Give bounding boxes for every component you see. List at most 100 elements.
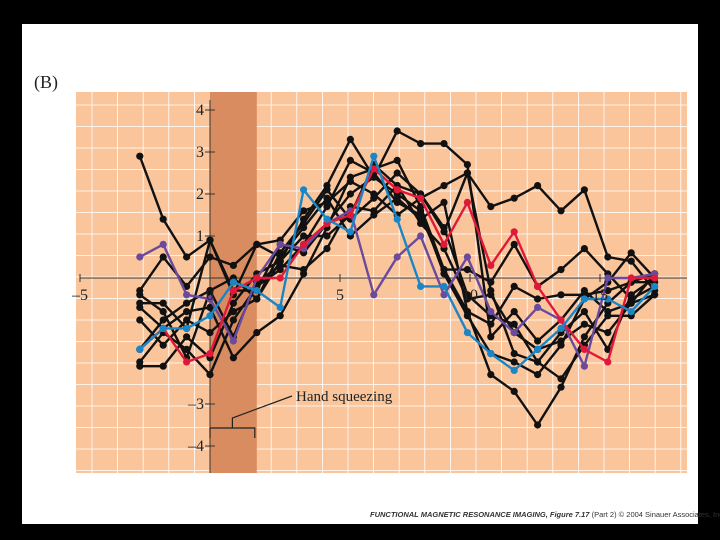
data-point [557, 337, 565, 345]
data-point [534, 345, 542, 353]
data-point [276, 253, 284, 261]
data-point [159, 299, 167, 307]
data-point [440, 140, 448, 148]
data-point [370, 211, 378, 219]
data-point [229, 287, 237, 295]
credit-book: FUNCTIONAL MAGNETIC RESONANCE IMAGING, [370, 510, 548, 519]
data-point [557, 375, 565, 383]
data-point [534, 282, 542, 290]
data-point [183, 324, 191, 332]
figure-credit: FUNCTIONAL MAGNETIC RESONANCE IMAGING, F… [370, 510, 720, 519]
data-point [229, 337, 237, 345]
data-point [463, 253, 471, 261]
data-point [206, 350, 214, 358]
data-point [183, 299, 191, 307]
data-point [440, 224, 448, 232]
data-point [487, 291, 495, 299]
data-point [136, 345, 144, 353]
data-point [557, 291, 565, 299]
data-point [159, 341, 167, 349]
data-point [510, 366, 518, 374]
data-point [510, 358, 518, 366]
data-point [580, 186, 589, 194]
data-point [487, 333, 495, 341]
data-point [440, 291, 448, 299]
data-point [487, 350, 495, 358]
data-point [580, 362, 589, 370]
data-point [487, 308, 495, 316]
data-point [300, 207, 308, 215]
data-point [253, 240, 261, 248]
data-point [651, 282, 659, 290]
data-point [136, 299, 144, 307]
data-point [346, 156, 354, 164]
data-point [229, 299, 237, 307]
data-point [627, 291, 635, 299]
credit-figure: Figure 7.17 [549, 510, 590, 519]
data-point [229, 261, 237, 269]
data-point [206, 295, 214, 303]
data-point [253, 295, 261, 303]
data-point [534, 358, 542, 366]
data-point [159, 308, 167, 316]
data-point [440, 198, 448, 206]
data-point [323, 194, 331, 202]
data-point [159, 324, 167, 332]
data-point [440, 182, 448, 190]
data-point [393, 194, 401, 202]
data-point [393, 186, 401, 194]
tick-labels: –5 0 5 10 15 –4 –3 1 2 3 4 [71, 102, 608, 455]
data-point [487, 320, 495, 328]
data-point [206, 236, 214, 244]
x-tick-label: 5 [336, 287, 344, 304]
data-point [510, 320, 518, 328]
data-point [253, 274, 261, 282]
data-point [604, 295, 612, 303]
data-point [393, 215, 401, 223]
data-point [627, 274, 635, 282]
data-point [651, 274, 659, 282]
data-point [534, 337, 542, 345]
data-point [346, 228, 354, 236]
x-tick-label: 0 [206, 287, 214, 304]
data-point [183, 358, 191, 366]
data-point [346, 190, 354, 198]
data-point [604, 358, 612, 366]
annotation-bracket [209, 395, 293, 438]
data-point [510, 329, 518, 337]
data-point [229, 308, 237, 316]
x-tick-label: 10 [462, 287, 478, 304]
data-point [417, 140, 425, 148]
data-point [463, 308, 471, 316]
y-tick-label: 1 [196, 228, 204, 245]
data-point [604, 274, 612, 282]
data-point [206, 329, 214, 337]
data-point [229, 354, 237, 362]
y-tick-label: –3 [187, 396, 204, 413]
data-point [557, 316, 565, 324]
data-point [580, 333, 589, 341]
x-tick-label: 15 [592, 287, 608, 304]
data-point [627, 308, 635, 316]
data-point [276, 312, 284, 320]
y-tick-label: 3 [196, 144, 204, 161]
data-point [136, 358, 144, 366]
data-point [229, 278, 237, 286]
data-point [183, 308, 191, 316]
data-point [510, 308, 518, 316]
data-point [534, 303, 542, 311]
data-point [276, 261, 284, 269]
data-point [534, 371, 542, 379]
data-point [534, 295, 542, 303]
data-point [440, 240, 448, 248]
data-point [253, 287, 261, 295]
panel-label: (B) [34, 72, 58, 92]
data-point [206, 312, 214, 320]
credit-rest: (Part 2) © 2004 Sinauer Associates, Inc. [591, 510, 720, 519]
data-point [276, 274, 284, 282]
x-tick-label: –5 [71, 287, 88, 304]
data-point [510, 240, 518, 248]
data-point [183, 253, 191, 261]
data-point [370, 291, 378, 299]
data-point [463, 161, 471, 169]
